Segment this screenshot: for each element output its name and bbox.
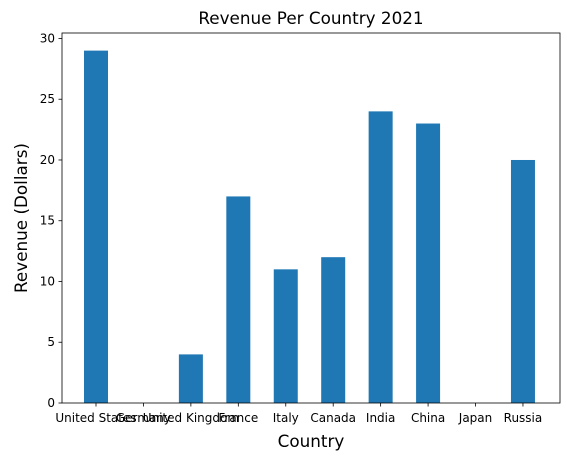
x-tick-label: Canada bbox=[310, 411, 356, 425]
y-tick-label: 0 bbox=[47, 396, 55, 410]
x-tick-label: Germany bbox=[116, 411, 171, 425]
x-tick-label: China bbox=[411, 411, 445, 425]
y-ticks: 0 5 10 15 20 25 30 bbox=[40, 31, 62, 410]
x-tick-label: India bbox=[366, 411, 395, 425]
x-tick-label: United States bbox=[55, 411, 136, 425]
y-tick-label: 10 bbox=[40, 274, 55, 288]
bar-canada bbox=[321, 257, 346, 403]
x-tick-label: Japan bbox=[458, 411, 492, 425]
y-axis-label: Revenue (Dollars) bbox=[11, 143, 31, 293]
y-tick-label: 15 bbox=[40, 214, 55, 228]
bar-india bbox=[368, 111, 393, 403]
bar-france bbox=[226, 196, 251, 403]
x-tick-label: Russia bbox=[504, 411, 543, 425]
y-tick-label: 25 bbox=[40, 92, 55, 106]
bars-group bbox=[84, 50, 535, 403]
y-tick-label: 5 bbox=[47, 335, 55, 349]
bar-italy bbox=[273, 269, 298, 403]
y-tick-label: 20 bbox=[40, 153, 55, 167]
x-axis-label: Country bbox=[278, 431, 345, 451]
x-tick-label: Italy bbox=[273, 411, 299, 425]
bar-russia bbox=[510, 159, 535, 403]
y-tick-label: 30 bbox=[40, 31, 55, 45]
bar-united-states bbox=[84, 50, 108, 403]
chart-title: Revenue Per Country 2021 bbox=[198, 8, 423, 28]
bar-china bbox=[416, 123, 441, 403]
plot-frame bbox=[61, 32, 561, 404]
x-tick-label: France bbox=[218, 411, 258, 425]
bar-united-kingdom bbox=[178, 354, 203, 403]
x-tick-label: United Kingdom bbox=[143, 411, 239, 425]
